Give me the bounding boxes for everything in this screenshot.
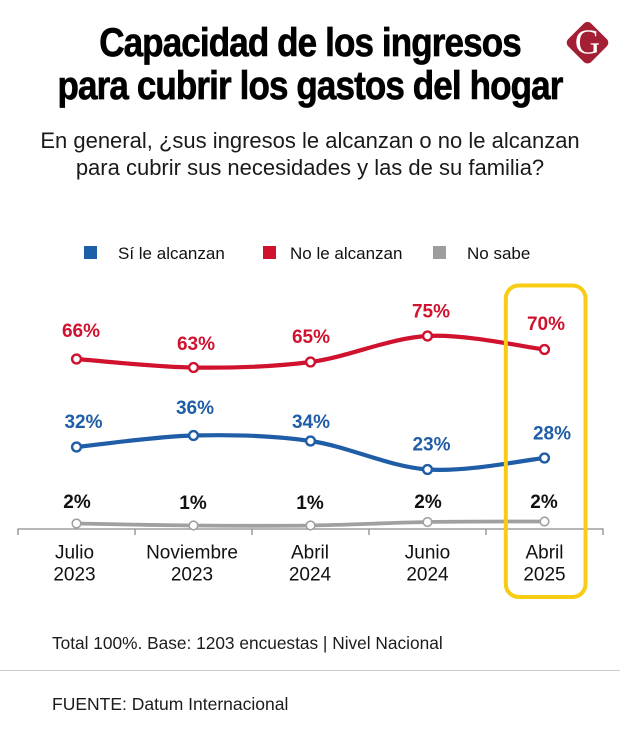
- svg-text:2%: 2%: [63, 492, 91, 513]
- svg-text:2%: 2%: [414, 492, 442, 513]
- svg-text:1%: 1%: [179, 493, 207, 514]
- svg-text:2023: 2023: [171, 565, 213, 586]
- svg-text:2025: 2025: [523, 565, 565, 586]
- svg-text:G: G: [575, 23, 600, 62]
- svg-text:Noviembre: Noviembre: [146, 543, 238, 564]
- svg-text:70%: 70%: [527, 314, 565, 335]
- svg-text:2024: 2024: [406, 565, 449, 586]
- svg-text:34%: 34%: [292, 412, 330, 433]
- svg-text:36%: 36%: [176, 398, 214, 419]
- svg-text:2%: 2%: [530, 492, 558, 513]
- svg-text:65%: 65%: [292, 327, 330, 348]
- svg-text:2024: 2024: [289, 565, 332, 586]
- svg-text:1%: 1%: [296, 493, 324, 514]
- svg-text:75%: 75%: [412, 302, 450, 323]
- svg-text:Julio: Julio: [55, 543, 94, 564]
- svg-text:Junio: Junio: [405, 543, 450, 564]
- svg-text:32%: 32%: [64, 412, 102, 433]
- svg-text:23%: 23%: [412, 435, 450, 456]
- svg-text:66%: 66%: [62, 321, 100, 342]
- svg-text:Abril: Abril: [525, 543, 563, 564]
- svg-text:2023: 2023: [53, 565, 95, 586]
- svg-text:28%: 28%: [533, 424, 571, 445]
- svg-text:63%: 63%: [177, 334, 215, 355]
- svg-text:Abril: Abril: [291, 543, 329, 564]
